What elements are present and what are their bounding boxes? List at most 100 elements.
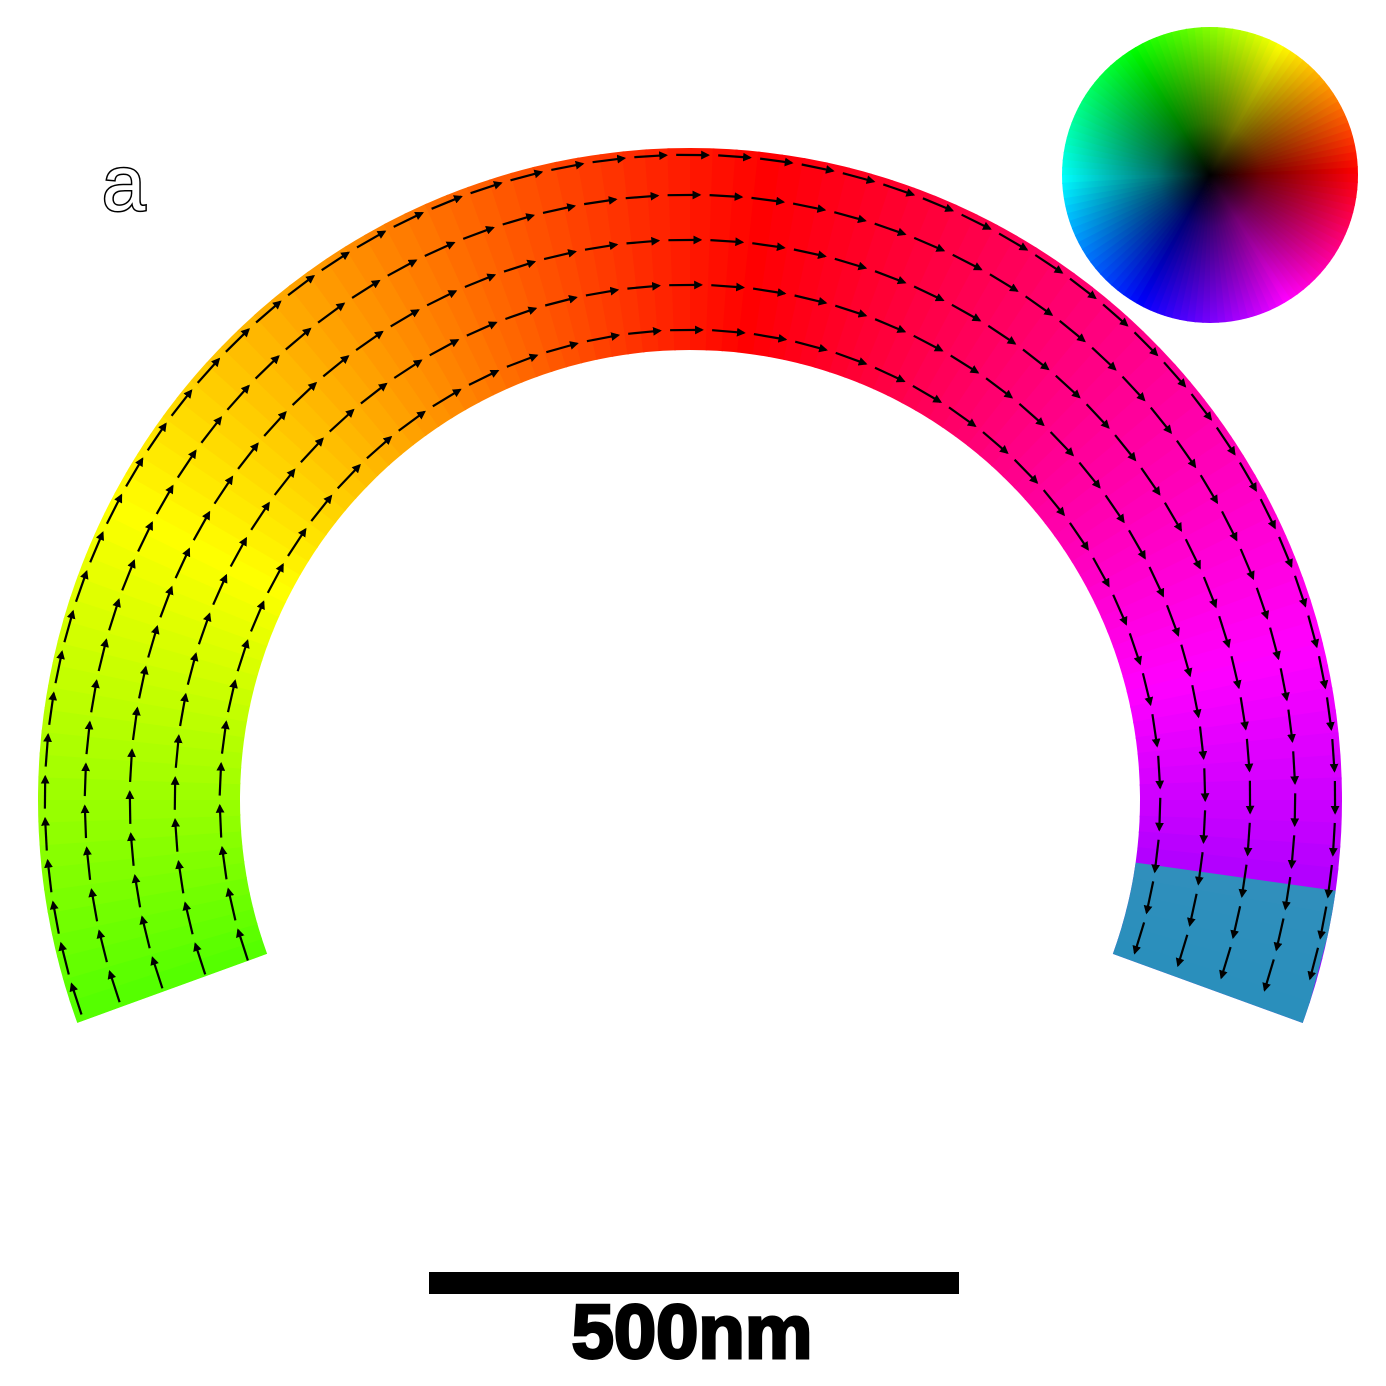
strip-end-region	[1103, 862, 1340, 1023]
magnetization-arrow	[97, 638, 109, 672]
strip-segment	[121, 450, 313, 577]
magnetization-arrow	[429, 339, 460, 357]
strip-segment	[342, 230, 469, 422]
magnetization-arrow	[882, 183, 916, 197]
magnetization-arrow	[121, 559, 136, 591]
magnetization-arrow	[546, 341, 579, 354]
magnetization-arrow	[1328, 822, 1338, 857]
strip-segment	[43, 661, 255, 723]
magnetization-arrow	[1262, 959, 1275, 992]
magnetization-arrow	[834, 304, 868, 318]
magnetization-arrow	[105, 493, 123, 525]
magnetization-arrow	[1290, 793, 1300, 828]
magnetization-arrow	[950, 354, 980, 374]
magnetization-arrow	[131, 706, 141, 741]
magnetization-arrow	[176, 449, 197, 479]
magnetization-arrow	[170, 389, 193, 417]
magnetization-arrow	[192, 510, 211, 541]
magnetization-arrow	[1078, 461, 1101, 489]
magnetization-arrow	[1024, 295, 1054, 316]
magnetization-arrow	[510, 169, 544, 182]
magnetization-arrow	[948, 406, 977, 428]
strip-segment	[90, 510, 290, 619]
strip-segment	[1114, 597, 1322, 679]
strip-segment	[133, 431, 322, 564]
magnetization-arrow	[505, 306, 538, 321]
magnetization-arrow	[1140, 467, 1161, 496]
magnetization-arrow	[426, 290, 458, 307]
magnetization-arrow	[709, 192, 744, 201]
magnetization-arrow	[1219, 946, 1232, 980]
magnetization-arrow	[1282, 876, 1292, 911]
magnetization-arrow	[912, 384, 943, 403]
magnetization-arrow	[263, 410, 287, 437]
strip-segment	[402, 199, 511, 400]
magnetization-arrow	[1175, 439, 1197, 469]
magnetization-arrow	[139, 915, 151, 949]
magnetization-arrow	[951, 303, 982, 322]
color-wheel-center-shade	[1062, 27, 1358, 323]
strip-segment	[827, 176, 917, 382]
strip-segment	[1090, 512, 1291, 621]
magnetization-arrow	[1307, 615, 1320, 649]
magnetization-arrow	[366, 435, 393, 460]
strip-segment	[73, 552, 278, 648]
magnetization-arrow	[88, 888, 99, 922]
magnetization-arrow	[1186, 893, 1198, 927]
magnetization-arrow	[1194, 852, 1204, 886]
magnetization-arrow	[1239, 548, 1255, 581]
magnetization-arrow	[1244, 738, 1254, 773]
strip-segment	[81, 531, 284, 633]
magnetization-arrow	[1191, 684, 1202, 719]
strip-segment	[1068, 452, 1260, 579]
strip-segment	[110, 470, 305, 591]
magnetization-arrow	[317, 302, 346, 324]
magnetization-arrow	[131, 873, 142, 908]
magnetization-arrow	[961, 213, 992, 230]
magnetization-arrow	[1049, 431, 1075, 457]
strip-segment	[251, 296, 405, 469]
strip-segment	[146, 412, 331, 551]
magnetization-arrow	[393, 359, 423, 379]
magnetization-arrow	[137, 521, 153, 552]
magnetization-arrow	[835, 351, 868, 366]
magnetization-arrow	[360, 382, 388, 405]
strip-segment	[66, 573, 272, 663]
magnetization-arrow	[1307, 947, 1320, 981]
magnetization-arrow	[287, 274, 316, 297]
strip-segment	[797, 163, 874, 372]
magnetization-arrow	[592, 154, 627, 164]
magnetization-arrow	[1155, 797, 1164, 832]
strip-segment	[885, 210, 1000, 407]
magnetization-arrow	[174, 547, 191, 579]
magnetization-arrow	[43, 732, 52, 767]
magnetization-arrow	[225, 328, 250, 353]
magnetization-arrow	[44, 858, 53, 893]
magnetization-arrow	[1121, 375, 1146, 402]
strip-segment	[423, 190, 525, 393]
strip-segment	[767, 153, 829, 365]
strip-segment	[53, 616, 262, 693]
magnetization-arrow	[321, 251, 350, 272]
magnetization-arrow	[1069, 277, 1097, 300]
magnetization-arrow	[1018, 402, 1045, 427]
strip-segment	[159, 394, 340, 538]
magnetization-arrow	[58, 941, 70, 975]
magnetization-arrow	[398, 410, 426, 432]
magnetization-arrow	[197, 612, 212, 645]
magnetization-arrow	[171, 818, 180, 852]
magnetization-arrow	[226, 384, 250, 411]
magnetization-arrow	[229, 536, 248, 568]
magnetization-arrow	[752, 242, 786, 252]
strip-segment	[1050, 414, 1236, 552]
magnetization-arrow	[237, 442, 259, 470]
magnetization-arrow	[291, 381, 318, 406]
magnetization-arrow	[81, 762, 91, 797]
magnetization-arrow	[503, 259, 537, 273]
magnetization-arrow	[1059, 320, 1086, 343]
magnetization-arrow	[1278, 536, 1293, 569]
magnetization-arrow	[1091, 346, 1117, 371]
magnetization-arrow	[74, 569, 89, 603]
magnetization-arrow	[913, 334, 944, 352]
magnetization-arrow	[751, 196, 786, 206]
